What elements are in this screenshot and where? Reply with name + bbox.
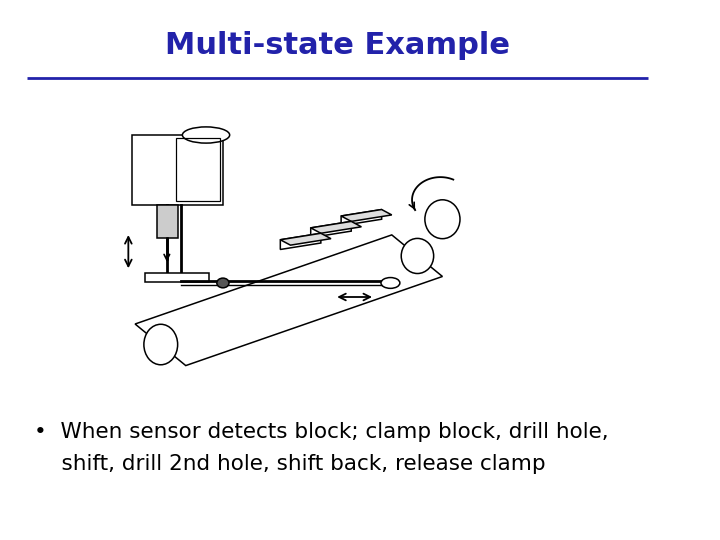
Polygon shape — [280, 233, 321, 249]
Polygon shape — [145, 273, 210, 282]
Polygon shape — [132, 135, 223, 205]
Ellipse shape — [401, 238, 433, 273]
Polygon shape — [341, 210, 392, 221]
Ellipse shape — [381, 278, 400, 288]
Text: shift, drill 2nd hole, shift back, release clamp: shift, drill 2nd hole, shift back, relea… — [34, 454, 545, 475]
Ellipse shape — [144, 324, 178, 365]
Ellipse shape — [425, 200, 460, 239]
Ellipse shape — [182, 127, 230, 143]
Polygon shape — [341, 210, 382, 226]
Polygon shape — [280, 233, 331, 245]
Text: •  When sensor detects block; clamp block, drill hole,: • When sensor detects block; clamp block… — [34, 422, 608, 442]
Text: Multi-state Example: Multi-state Example — [165, 31, 510, 60]
Polygon shape — [311, 221, 361, 233]
Polygon shape — [157, 205, 178, 238]
Circle shape — [217, 278, 229, 288]
Polygon shape — [311, 221, 351, 238]
